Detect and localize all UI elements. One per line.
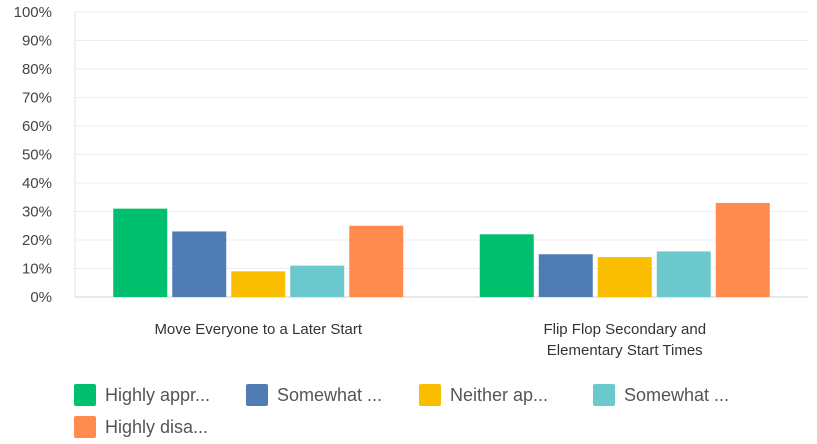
- bar[interactable]: [113, 208, 168, 297]
- y-tick-label: 100%: [14, 4, 52, 21]
- bar[interactable]: [715, 202, 770, 297]
- bar[interactable]: [656, 251, 711, 297]
- bar[interactable]: [290, 265, 345, 297]
- legend-item[interactable]: Somewhat ...: [246, 382, 382, 408]
- y-tick-label: 90%: [22, 33, 52, 50]
- legend-item[interactable]: Highly disa...: [74, 414, 208, 440]
- bar[interactable]: [538, 254, 593, 297]
- y-tick-label: 20%: [22, 232, 52, 249]
- x-category-label: Elementary Start Times: [547, 342, 703, 359]
- legend-label: Highly appr...: [105, 384, 211, 405]
- bar[interactable]: [172, 231, 227, 297]
- y-tick-label: 60%: [22, 118, 52, 135]
- bar[interactable]: [231, 271, 286, 297]
- legend-swatch: [74, 416, 96, 438]
- bar-chart: 0% 10% 20% 30% 40% 50% 60% 70% 80% 90% 100% Move E…: [14, 4, 808, 359]
- y-tick-label: 70%: [22, 90, 52, 107]
- x-category-label: Move Everyone to a Later Start: [154, 321, 362, 338]
- x-axis-category-labels: Move Everyone to a Later Start Flip Flop …: [154, 321, 706, 359]
- y-tick-label: 40%: [22, 175, 52, 192]
- y-tick-label: 0%: [30, 289, 52, 306]
- y-tick-label: 30%: [22, 204, 52, 221]
- legend-swatch: [419, 384, 441, 406]
- legend-label: Somewhat ...: [624, 384, 730, 405]
- legend-swatch: [74, 384, 96, 406]
- y-tick-label: 80%: [22, 61, 52, 78]
- legend-item[interactable]: Neither ap...: [419, 382, 548, 408]
- legend-swatch: [593, 384, 615, 406]
- bar[interactable]: [349, 225, 404, 297]
- legend-label: Neither ap...: [450, 384, 549, 405]
- x-category-label: Flip Flop Secondary and: [543, 321, 706, 338]
- bars: [113, 202, 770, 297]
- legend-swatch: [246, 384, 268, 406]
- legend-label: Somewhat ...: [277, 384, 383, 405]
- bar[interactable]: [479, 234, 534, 297]
- y-tick-label: 50%: [22, 147, 52, 164]
- legend-item[interactable]: Somewhat ...: [593, 382, 729, 408]
- bar[interactable]: [597, 257, 652, 297]
- legend-item[interactable]: Highly appr...: [74, 382, 210, 408]
- legend-label: Highly disa...: [105, 416, 209, 437]
- y-axis-tick-labels: 0% 10% 20% 30% 40% 50% 60% 70% 80% 90% 100%: [14, 4, 52, 306]
- y-tick-label: 10%: [22, 261, 52, 278]
